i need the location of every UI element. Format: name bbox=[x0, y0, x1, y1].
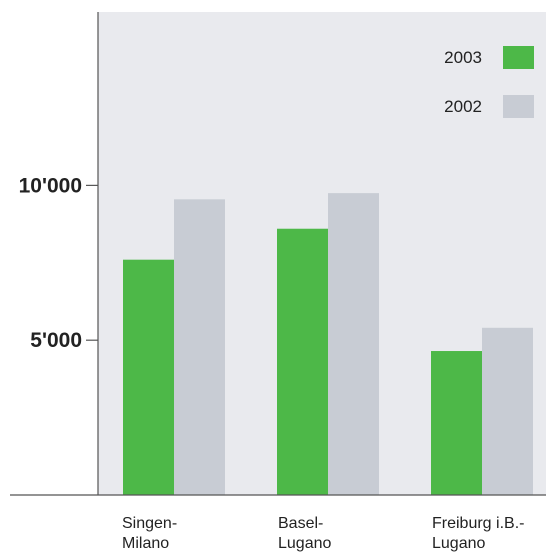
y-tick-label-1: 10'000 bbox=[19, 174, 82, 197]
bar-2003-0 bbox=[123, 259, 174, 495]
bar-2002-2 bbox=[482, 327, 533, 495]
legend-label-2002: 2002 bbox=[444, 97, 482, 116]
bar-2002-1 bbox=[328, 193, 379, 495]
y-tick-label-0: 5'000 bbox=[30, 329, 82, 352]
legend: 2003 2002 bbox=[444, 46, 534, 118]
bar-2003-2 bbox=[431, 351, 482, 495]
bar-2002-0 bbox=[174, 199, 225, 495]
x-tick-label-0: Singen-Milano bbox=[122, 515, 177, 552]
x-tick-label-1: Basel-Lugano bbox=[278, 515, 331, 552]
x-tick-label-2: Freiburg i.B.-Lugano bbox=[432, 515, 524, 552]
y-ticks-group: 5'000 10'000 bbox=[19, 174, 98, 352]
bar-2003-1 bbox=[277, 228, 328, 495]
legend-swatch-2002 bbox=[503, 95, 534, 118]
legend-swatch-2003 bbox=[503, 46, 534, 69]
x-ticks-group: Singen-Milano Basel-Lugano Freiburg i.B.-L… bbox=[122, 515, 524, 552]
legend-label-2003: 2003 bbox=[444, 48, 482, 67]
bars-group bbox=[123, 193, 533, 495]
